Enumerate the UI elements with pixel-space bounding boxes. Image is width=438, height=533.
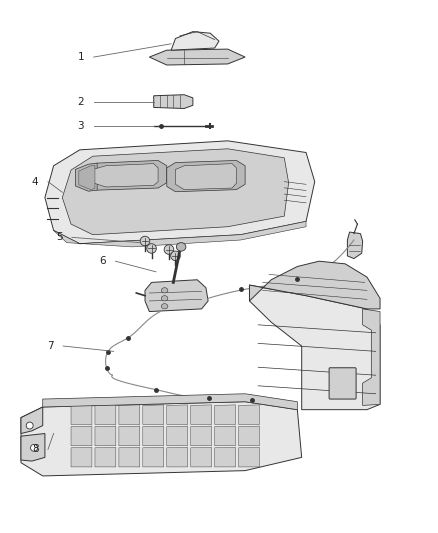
Polygon shape: [239, 447, 259, 467]
Polygon shape: [145, 280, 208, 312]
Polygon shape: [95, 405, 116, 424]
Polygon shape: [143, 405, 164, 424]
Polygon shape: [250, 285, 380, 410]
Ellipse shape: [140, 236, 150, 246]
Polygon shape: [43, 394, 297, 410]
Polygon shape: [45, 141, 315, 244]
Polygon shape: [171, 31, 219, 50]
Ellipse shape: [177, 243, 186, 251]
Polygon shape: [154, 95, 193, 109]
Ellipse shape: [161, 288, 168, 293]
Polygon shape: [21, 407, 43, 433]
Polygon shape: [149, 49, 245, 65]
Polygon shape: [215, 426, 236, 446]
Polygon shape: [191, 426, 212, 446]
Polygon shape: [176, 164, 237, 190]
Polygon shape: [21, 402, 302, 476]
Polygon shape: [75, 163, 97, 191]
Polygon shape: [119, 447, 140, 467]
Polygon shape: [363, 309, 380, 406]
Polygon shape: [71, 405, 92, 424]
Polygon shape: [84, 160, 167, 190]
Polygon shape: [167, 160, 245, 192]
Text: 7: 7: [47, 341, 53, 351]
Polygon shape: [143, 426, 164, 446]
Polygon shape: [250, 261, 380, 309]
Polygon shape: [79, 165, 95, 190]
Text: 8: 8: [32, 445, 39, 455]
Text: 4: 4: [32, 176, 39, 187]
Polygon shape: [239, 426, 259, 446]
Polygon shape: [215, 405, 236, 424]
Polygon shape: [191, 405, 212, 424]
Polygon shape: [95, 447, 116, 467]
Polygon shape: [71, 426, 92, 446]
Polygon shape: [215, 447, 236, 467]
Polygon shape: [119, 426, 140, 446]
Polygon shape: [347, 232, 363, 259]
Ellipse shape: [31, 445, 38, 451]
Text: 2: 2: [78, 97, 84, 107]
Ellipse shape: [147, 244, 156, 253]
Ellipse shape: [26, 422, 33, 429]
Ellipse shape: [164, 245, 174, 254]
Polygon shape: [95, 426, 116, 446]
Polygon shape: [53, 221, 306, 247]
Polygon shape: [143, 447, 164, 467]
Polygon shape: [93, 164, 158, 187]
Text: 1: 1: [78, 52, 84, 62]
Text: 6: 6: [99, 256, 106, 266]
FancyBboxPatch shape: [329, 368, 356, 399]
Polygon shape: [167, 405, 187, 424]
Polygon shape: [191, 447, 212, 467]
Ellipse shape: [171, 251, 180, 261]
Polygon shape: [239, 405, 259, 424]
Polygon shape: [62, 149, 289, 235]
Ellipse shape: [161, 304, 168, 309]
Ellipse shape: [161, 296, 168, 301]
Polygon shape: [21, 433, 45, 461]
Polygon shape: [71, 447, 92, 467]
Polygon shape: [119, 405, 140, 424]
Text: 3: 3: [78, 121, 84, 131]
Polygon shape: [167, 447, 187, 467]
Text: 5: 5: [56, 232, 62, 243]
Polygon shape: [167, 426, 187, 446]
